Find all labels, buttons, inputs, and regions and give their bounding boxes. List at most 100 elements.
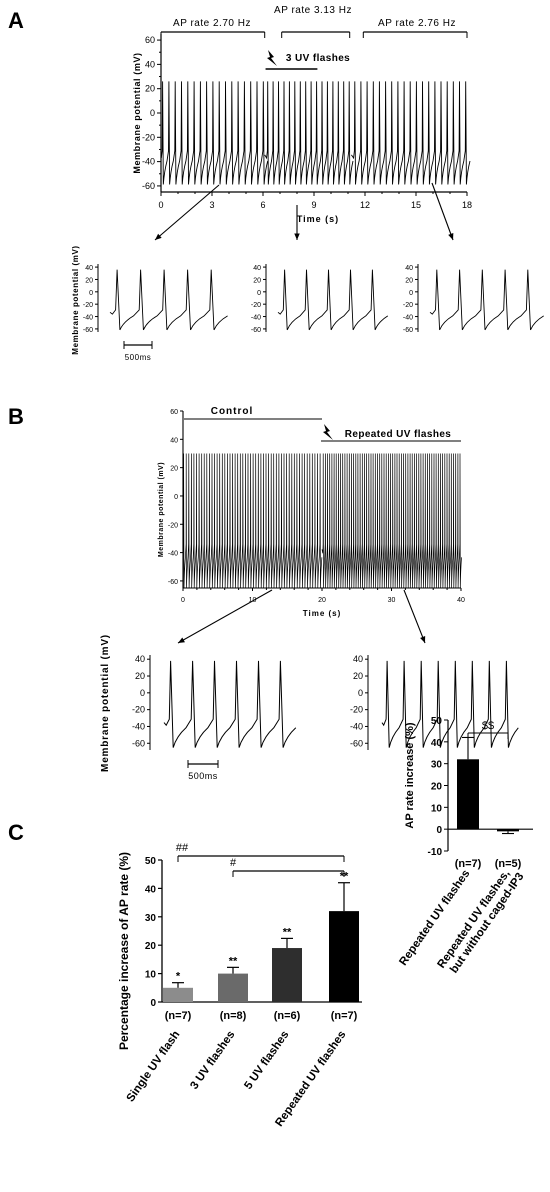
ci-y-tick-label: 0 xyxy=(436,825,442,836)
b-y-tick-label: -60 xyxy=(168,579,178,586)
a-y-tick-label: 20 xyxy=(145,84,155,94)
a-y-tick-label: -40 xyxy=(142,157,155,167)
b-inset-y-tick-label: -20 xyxy=(132,705,145,715)
a-inset-trace xyxy=(277,269,389,331)
b-inset-y-tick-label: -40 xyxy=(350,721,363,731)
c-significance-mark: * xyxy=(176,971,181,983)
ci-y-tick-label: 40 xyxy=(431,738,443,749)
b-y-tick-label: 0 xyxy=(174,494,178,501)
b-arrow-1-head xyxy=(178,637,185,643)
c-y-tick-label: 10 xyxy=(145,970,157,981)
b-x-tick-label: 30 xyxy=(388,597,396,604)
a-rate-label-3: AP rate 2.76 Hz xyxy=(378,18,456,29)
a-ylabel: Membrane potential (mV) xyxy=(132,52,142,173)
b-arrow-1 xyxy=(177,589,273,644)
c-y-tick-label: 0 xyxy=(150,998,156,1009)
ci-bracket-label: $$ xyxy=(482,720,494,732)
a-y-tick-label: 60 xyxy=(145,35,155,45)
b-inset-y-tick-label: -20 xyxy=(350,705,363,715)
panel-label-a: A xyxy=(8,8,24,33)
c-bar xyxy=(218,973,248,1002)
ci-y-tick-label: 10 xyxy=(431,803,443,814)
a-y-tick-label: 40 xyxy=(145,59,155,69)
b-trace xyxy=(182,453,462,588)
ci-n-label: (n=5) xyxy=(495,858,522,870)
c-n-label: (n=8) xyxy=(220,1010,247,1022)
ci-y-tick-label: 50 xyxy=(431,716,443,727)
c-significance-mark: ** xyxy=(229,955,238,967)
panel-label-b: B xyxy=(8,404,24,429)
a-inset-trace xyxy=(429,269,544,331)
b-inset-y-tick-label: -60 xyxy=(132,738,145,748)
b-inset-trace xyxy=(381,660,519,748)
a-x-tick-label: 15 xyxy=(411,200,421,210)
b-arrow-2-head xyxy=(420,636,426,643)
c-n-label: (n=6) xyxy=(274,1010,301,1022)
b-inset-y-tick-label: -40 xyxy=(132,721,145,731)
ci-bar xyxy=(457,759,479,830)
b-y-tick-label: 40 xyxy=(170,437,178,444)
ci-y-tick-label: 20 xyxy=(431,782,443,793)
b-inset-y-tick-label: 20 xyxy=(353,671,363,681)
b-y-tick-label: -20 xyxy=(168,522,178,529)
b-inset-y-tick-label: 20 xyxy=(135,671,145,681)
b-inset-y-tick-label: 40 xyxy=(135,654,145,664)
b-inset-y-tick-label: -60 xyxy=(350,738,363,748)
b-inset-y-tick-label: 40 xyxy=(353,654,363,664)
ci-y-tick-label: -10 xyxy=(428,847,443,858)
a-inset-y-tick-label: -60 xyxy=(83,327,93,334)
a-inset-y-tick-label: 20 xyxy=(405,277,413,284)
a-inset-y-tick-label: -60 xyxy=(251,327,261,334)
b-control-label: Control xyxy=(211,406,254,417)
b-x-tick-label: 40 xyxy=(457,597,465,604)
ci-bar xyxy=(497,829,519,832)
c-category-label: 5 UV flashes xyxy=(242,1029,291,1092)
a-arrow-2-head xyxy=(294,233,300,240)
panel-label-c: C xyxy=(8,820,24,845)
c-n-label: (n=7) xyxy=(331,1010,358,1022)
b-scalebar-label: 500ms xyxy=(188,771,218,781)
c-bar xyxy=(329,911,359,1002)
a-inset-y-tick-label: -60 xyxy=(403,327,413,334)
c-y-tick-label: 40 xyxy=(145,884,157,895)
a-arrow-1-head xyxy=(155,233,162,240)
a-inset-y-tick-label: 0 xyxy=(409,290,413,297)
ci-n-label: (n=7) xyxy=(455,858,482,870)
b-inset-y-tick-label: 0 xyxy=(140,688,145,698)
a-inset-y-tick-label: -20 xyxy=(251,302,261,309)
c-y-tick-label: 20 xyxy=(145,941,157,952)
c-significance-mark: ** xyxy=(283,926,292,938)
a-inset-y-tick-label: 20 xyxy=(253,277,261,284)
b-y-tick-label: 20 xyxy=(170,466,178,473)
b-inset-trace xyxy=(163,660,297,748)
a-inset-y-tick-label: 40 xyxy=(405,265,413,272)
a-x-tick-label: 12 xyxy=(360,200,370,210)
a-rate-label-1: AP rate 2.70 Hz xyxy=(173,18,251,29)
a-inset-y-tick-label: 0 xyxy=(89,290,93,297)
a-x-tick-label: 0 xyxy=(158,200,163,210)
a-y-tick-label: -20 xyxy=(142,132,155,142)
a-inset-trace xyxy=(109,269,228,331)
a-arrow-1 xyxy=(154,184,220,241)
a-inset-y-tick-label: 20 xyxy=(85,277,93,284)
b-stim-label: Repeated UV flashes xyxy=(345,429,452,440)
ci-ylabel: AP rate increase (%) xyxy=(404,722,416,829)
a-inset-y-tick-label: -40 xyxy=(403,315,413,322)
c-bracket-label-2: # xyxy=(230,857,237,869)
a-inset-y-tick-label: -20 xyxy=(403,302,413,309)
c-bar xyxy=(272,948,302,1002)
a-y-tick-label: -60 xyxy=(142,181,155,191)
a-inset-y-tick-label: -40 xyxy=(251,315,261,322)
a-inset-y-tick-label: 40 xyxy=(85,265,93,272)
c-category-label: Single UV flash xyxy=(125,1029,183,1104)
c-n-label: (n=7) xyxy=(165,1010,192,1022)
b-arrow-2 xyxy=(403,589,426,644)
lightning-icon xyxy=(267,50,277,66)
a-inset-y-tick-label: 40 xyxy=(253,265,261,272)
b-inset-y-tick-label: 0 xyxy=(358,688,363,698)
c-category-label: 3 UV flashes xyxy=(188,1029,237,1092)
a-y-tick-label: 0 xyxy=(150,108,155,118)
a-x-tick-label: 9 xyxy=(311,200,316,210)
a-arrow-3 xyxy=(431,182,454,241)
